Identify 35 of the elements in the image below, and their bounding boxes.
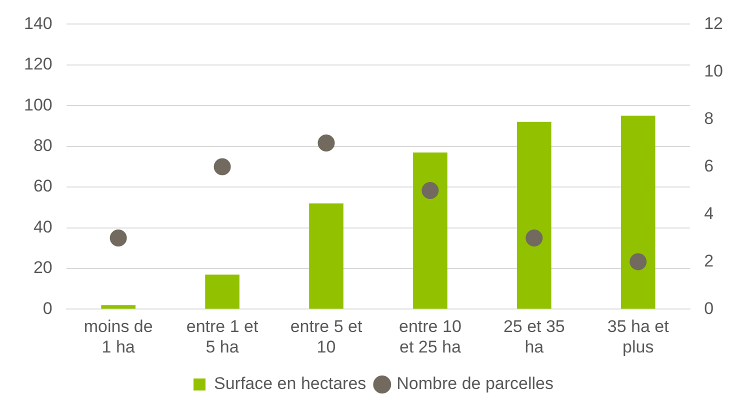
y-tick-label: 20	[33, 258, 52, 278]
y2-tick-label: 6	[704, 156, 714, 176]
y2-tick-label: 12	[704, 14, 724, 33]
point	[526, 229, 543, 246]
bar	[517, 122, 552, 309]
y-tick-label: 140	[24, 14, 52, 33]
legend-label: Nombre de parcelles	[396, 374, 554, 394]
x-tick-label: entre 5 et 10	[290, 317, 362, 356]
y-tick-label: 100	[24, 95, 52, 114]
bar	[620, 116, 656, 309]
bar	[413, 152, 448, 309]
y2-tick-label: 4	[704, 204, 714, 223]
point	[110, 229, 127, 246]
y2-tick-label: 10	[704, 61, 724, 80]
legend-label: Surface en hectares	[214, 374, 366, 394]
y-tick-label: 0	[42, 298, 52, 318]
point	[318, 134, 335, 152]
point	[630, 253, 647, 270]
x-tick-label: 35 ha et plus	[607, 317, 670, 356]
bar	[101, 305, 136, 309]
y2-tick-label: 0	[704, 298, 714, 318]
point	[214, 158, 231, 176]
x-tick-label: entre 10 et 25 ha	[399, 317, 462, 356]
y-tick-label: 80	[33, 136, 52, 156]
y-tick-label: 120	[24, 54, 52, 74]
x-tick-label: 25 et 35 ha	[503, 317, 565, 356]
x-tick-label: moins de 1 ha	[84, 317, 153, 356]
point	[422, 182, 439, 199]
bar	[205, 274, 240, 309]
y2-tick-label: 2	[704, 251, 714, 270]
y2-tick-label: 8	[704, 108, 714, 128]
x-tick-label: entre 1 et 5 ha	[186, 317, 258, 356]
y-tick-label: 60	[33, 176, 52, 196]
y-tick-label: 40	[33, 217, 52, 236]
bar	[309, 203, 344, 309]
